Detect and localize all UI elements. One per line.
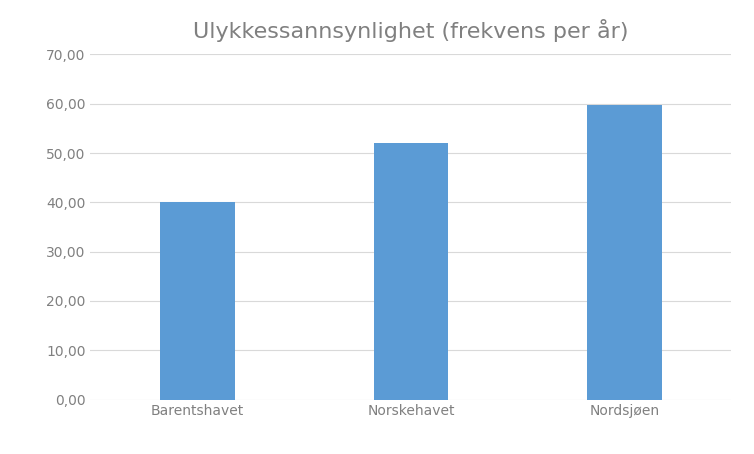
- Title: Ulykkessannsynlighet (frekvens per år): Ulykkessannsynlighet (frekvens per år): [193, 19, 629, 42]
- Bar: [373, 143, 449, 400]
- Bar: [160, 202, 234, 400]
- Bar: [587, 105, 662, 400]
